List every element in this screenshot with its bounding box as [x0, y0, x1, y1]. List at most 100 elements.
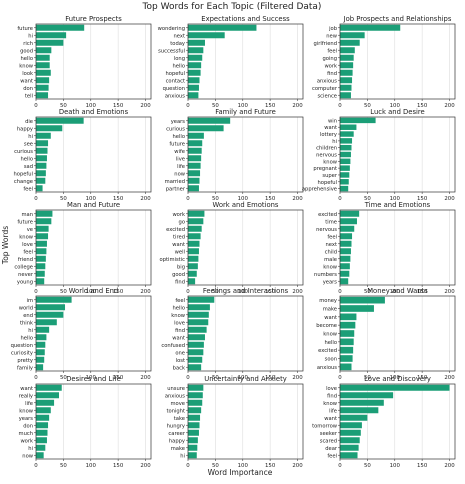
bar-life: [340, 407, 379, 414]
y-tick-label: work: [172, 212, 185, 218]
y-tick-label: become: [316, 323, 337, 329]
x-tick-label: 50: [212, 103, 219, 109]
bar-happy: [188, 437, 198, 444]
y-tick-label: feel: [23, 249, 33, 255]
y-tick-label: end: [23, 313, 33, 319]
y-tick-label: hello: [20, 335, 33, 341]
y-tick-label: excited: [318, 212, 337, 218]
y-tick-label: ve: [27, 227, 33, 233]
bar-make: [340, 305, 374, 312]
bar-know: [340, 399, 384, 406]
y-tick-label: lottery: [320, 132, 337, 138]
subplot-3: Job Prospects and Relationships 0 50 100 150…: [312, 15, 456, 109]
bar-science: [340, 92, 351, 99]
y-tick-label: young: [17, 279, 33, 285]
axes-frame: [187, 383, 304, 460]
y-tick-label: tired: [173, 234, 185, 240]
y-tick-label: confused: [161, 343, 185, 349]
bar-really: [36, 392, 59, 399]
y-tick-label: years: [323, 279, 338, 285]
y-tick-label: big: [177, 264, 185, 270]
subplot-11: Feelings and Interactions 0 50 100 150 200 fee…: [161, 287, 304, 381]
y-tick-label: new: [326, 33, 337, 39]
x-tick-label: 150: [265, 463, 276, 469]
x-tick-label: 0: [34, 289, 38, 295]
x-tick-label: 200: [444, 196, 455, 202]
bar-hungry: [188, 422, 200, 429]
bar-anxious: [340, 77, 353, 84]
bar-successful: [188, 47, 204, 54]
x-tick-label: 0: [338, 196, 342, 202]
y-tick-label: tell: [25, 93, 33, 99]
bar-good: [188, 270, 197, 277]
bar-now: [36, 452, 44, 459]
bar-move: [188, 399, 203, 406]
y-tick-label: curiosity: [11, 350, 33, 356]
y-tick-label: world: [19, 305, 33, 311]
bar-partner: [188, 185, 199, 192]
x-tick-label: 100: [390, 463, 401, 469]
bar-back: [188, 364, 202, 371]
y-tick-label: hi: [180, 453, 185, 459]
y-tick-label: seeker: [320, 431, 338, 437]
bar-tell: [36, 92, 49, 99]
x-tick-label: 150: [265, 196, 276, 202]
axes-frame: [339, 295, 456, 372]
axes-frame: [35, 116, 152, 193]
x-tick-label: 0: [34, 463, 38, 469]
y-tick-label: hello: [20, 156, 33, 162]
y-tick-label: know: [323, 264, 337, 270]
bar-hello: [188, 304, 210, 311]
bar-apprehensive: [340, 185, 349, 192]
y-tick-label: know: [323, 332, 337, 338]
y-tick-label: know: [323, 159, 337, 165]
x-tick-label: 0: [338, 463, 342, 469]
y-tick-label: job: [328, 26, 338, 32]
bar-life: [188, 162, 201, 169]
y-tick-label: go: [179, 219, 185, 225]
bar-friend: [36, 255, 46, 262]
y-tick-label: future: [169, 141, 185, 147]
bar-contact: [188, 77, 200, 84]
x-tick-label: 150: [417, 375, 428, 381]
y-tick-label: want: [20, 386, 33, 392]
y-tick-label: apprehensive: [302, 187, 337, 193]
y-tick-label: win: [328, 118, 337, 124]
y-tick-label: want: [324, 315, 337, 321]
bar-know: [340, 263, 350, 270]
y-tick-label: know: [19, 408, 33, 414]
y-tick-label: curious: [14, 149, 33, 155]
x-tick-label: 50: [364, 375, 371, 381]
x-tick-label: 150: [113, 375, 124, 381]
y-tick-label: tomorrow: [312, 423, 338, 429]
x-tick-label: 150: [113, 103, 124, 109]
x-tick-label: 100: [238, 463, 249, 469]
bar-change: [36, 177, 46, 184]
x-tick-label: 0: [34, 196, 38, 202]
bar-hopeful: [36, 170, 46, 177]
subplot-title: Money and Wants: [367, 287, 428, 295]
x-tick-label: 150: [265, 375, 276, 381]
y-tick-label: feel: [327, 453, 337, 459]
subplot-2: Expectations and Success 0 50 100 150 200 wond…: [158, 15, 304, 109]
bar-feel: [36, 248, 47, 255]
y-tick-label: numbers: [314, 272, 337, 278]
y-tick-label: years: [171, 119, 186, 125]
bar-next: [188, 32, 225, 39]
x-tick-label: 150: [417, 103, 428, 109]
bar-never: [36, 270, 45, 277]
y-tick-label: hi: [28, 134, 33, 140]
bar-tonight: [188, 407, 202, 414]
x-tick-label: 150: [265, 103, 276, 109]
y-tick-label: family: [17, 365, 33, 371]
y-tick-label: want: [20, 78, 33, 84]
y-tick-label: child: [325, 249, 337, 255]
bar-hi: [36, 132, 51, 139]
x-tick-label: 0: [338, 375, 342, 381]
y-tick-label: die: [25, 119, 33, 125]
bar-pretty: [36, 356, 45, 363]
y-tick-label: curious: [166, 126, 185, 132]
y-tick-label: happy: [17, 126, 33, 132]
bar-future: [36, 218, 52, 225]
